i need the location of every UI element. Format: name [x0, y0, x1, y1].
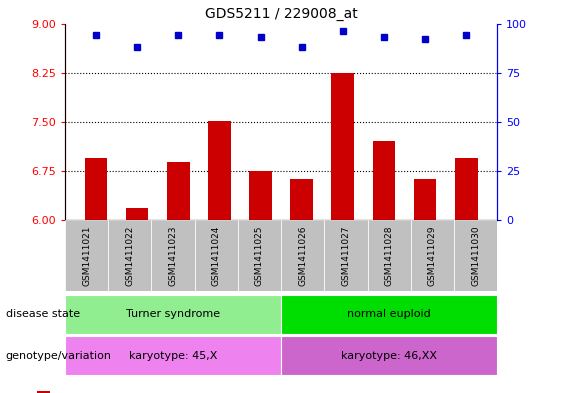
Text: Turner syndrome: Turner syndrome: [126, 309, 220, 320]
FancyBboxPatch shape: [108, 220, 151, 291]
FancyBboxPatch shape: [281, 220, 324, 291]
Text: karyotype: 45,X: karyotype: 45,X: [129, 351, 217, 361]
Title: GDS5211 / 229008_at: GDS5211 / 229008_at: [205, 7, 358, 21]
Text: GSM1411029: GSM1411029: [428, 226, 437, 286]
Text: GSM1411023: GSM1411023: [168, 226, 177, 286]
Text: GSM1411026: GSM1411026: [298, 226, 307, 286]
FancyBboxPatch shape: [281, 295, 497, 334]
Text: GSM1411028: GSM1411028: [385, 226, 394, 286]
Bar: [208, 121, 231, 220]
FancyBboxPatch shape: [367, 220, 411, 291]
Bar: [85, 158, 107, 220]
FancyBboxPatch shape: [281, 336, 497, 375]
Text: GSM1411021: GSM1411021: [82, 226, 91, 286]
FancyBboxPatch shape: [454, 220, 497, 291]
Text: disease state: disease state: [6, 309, 80, 320]
Bar: [373, 141, 396, 220]
Text: karyotype: 46,XX: karyotype: 46,XX: [341, 351, 437, 361]
Bar: [414, 179, 436, 220]
FancyBboxPatch shape: [65, 220, 108, 291]
Text: normal euploid: normal euploid: [347, 309, 431, 320]
Text: GSM1411030: GSM1411030: [471, 226, 480, 286]
Text: GSM1411024: GSM1411024: [212, 226, 221, 286]
Text: GSM1411027: GSM1411027: [341, 226, 350, 286]
FancyBboxPatch shape: [151, 220, 194, 291]
FancyBboxPatch shape: [65, 295, 281, 334]
FancyBboxPatch shape: [194, 220, 238, 291]
Bar: [249, 171, 272, 220]
Bar: [290, 180, 313, 220]
Bar: [332, 73, 354, 220]
FancyBboxPatch shape: [238, 220, 281, 291]
FancyBboxPatch shape: [411, 220, 454, 291]
Bar: [167, 162, 189, 220]
Bar: [37, 391, 50, 393]
Bar: [455, 158, 477, 220]
Bar: [126, 208, 149, 220]
Text: genotype/variation: genotype/variation: [6, 351, 112, 361]
FancyBboxPatch shape: [324, 220, 367, 291]
FancyBboxPatch shape: [65, 336, 281, 375]
Text: GSM1411022: GSM1411022: [125, 226, 134, 286]
Text: GSM1411025: GSM1411025: [255, 226, 264, 286]
